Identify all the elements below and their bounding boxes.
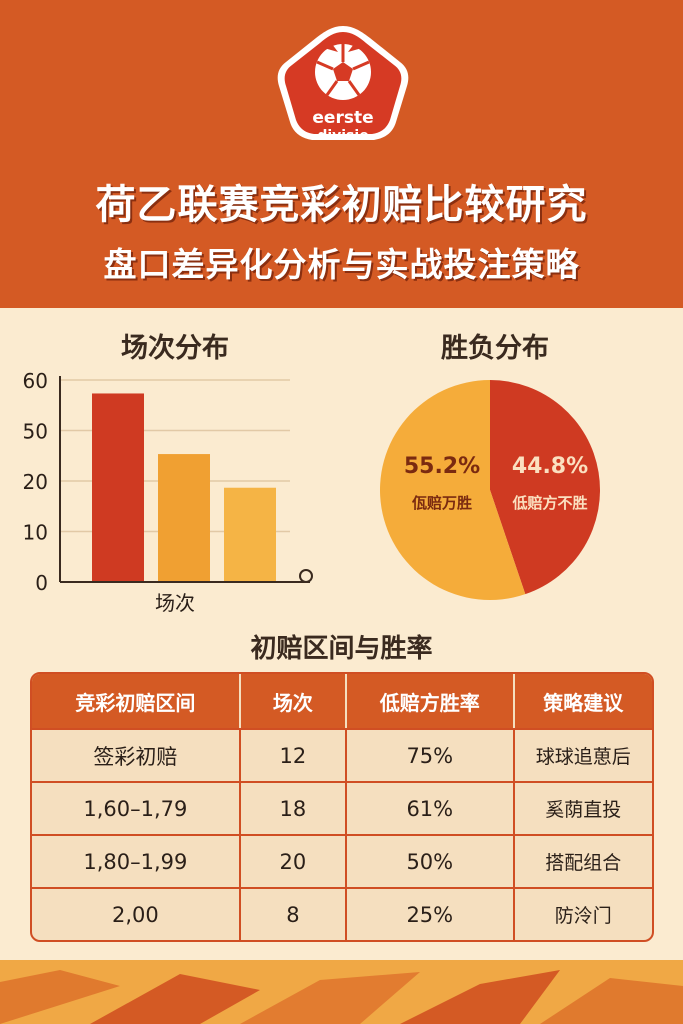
column-header: 场次 <box>240 674 348 728</box>
x-axis-label: 场次 <box>155 591 195 615</box>
eerste-divisie-logo <box>277 26 409 140</box>
table-cell: 25% <box>347 887 515 940</box>
logo-text-line2: divisie <box>317 128 369 144</box>
pie-slice-label-value-1: 55.2% <box>403 454 481 479</box>
column-header: 竞彩初赔区间 <box>32 674 241 728</box>
table-row: 1,60–1,79 18 61% 奚荫直投 <box>32 781 652 834</box>
table-cell: 50% <box>347 834 515 887</box>
table-cell: 1,60–1,79 <box>32 781 241 834</box>
y-tick-label: 50 <box>23 420 48 444</box>
table-cell: 签彩初赔 <box>32 728 241 781</box>
column-header: 低赔方胜率 <box>347 674 515 728</box>
table-title: 初赔区间与胜率 <box>250 634 433 664</box>
table-cell: 18 <box>240 781 348 834</box>
table-row: 签彩初赔 12 75% 球球追葸后 <box>32 728 652 781</box>
table-cell: 20 <box>240 834 348 887</box>
page-subtitle: 盘口差异化分析与实战投注策略 <box>103 245 580 284</box>
table-cell: 2,00 <box>32 887 241 940</box>
table-cell: 1,80–1,99 <box>32 834 241 887</box>
bar-chart: 0 10 20 50 60 场次 <box>23 369 313 615</box>
y-tick-label: 0 <box>35 571 48 595</box>
table-cell: 12 <box>240 728 348 781</box>
table-row: 2,00 8 25% 防泠门 <box>32 887 652 940</box>
y-tick-label: 60 <box>23 369 48 393</box>
table-cell: 61% <box>347 781 515 834</box>
pie-slice-label-value-0: 44.8% <box>511 454 589 479</box>
table-cell: 防泠门 <box>514 887 652 940</box>
table-cell: 球球追葸后 <box>514 728 652 781</box>
pie-chart <box>379 380 600 600</box>
table-cell: 75% <box>347 728 515 781</box>
footer-decoration <box>0 960 683 1024</box>
pie-slice <box>490 380 600 595</box>
table-cell: 8 <box>240 887 348 940</box>
header-banner: eerste divisie 荷乙联赛竞彩初赔比较研究 盘口差异化分析与实战投注… <box>0 0 683 308</box>
pie-slice-label-1: 佤赔万胜 <box>411 494 472 512</box>
y-tick-label: 20 <box>23 470 48 494</box>
pie-chart-title: 胜负分布 <box>441 333 549 364</box>
logo-text-line1: eerste <box>312 108 374 128</box>
table-header-row: 竞彩初赔区间 场次 低赔方胜率 策略建议 <box>32 674 652 728</box>
pie-slice <box>379 380 526 600</box>
axis-end-icon <box>299 569 313 583</box>
bar-chart-title: 场次分布 <box>121 333 229 364</box>
bar <box>92 393 144 582</box>
table-cell: 搭配组合 <box>514 834 652 887</box>
page-title: 荷乙联赛竞彩初赔比较研究 <box>95 182 588 228</box>
column-header: 策略建议 <box>514 674 652 728</box>
pie-slice-label-0: 低赔方不胜 <box>512 494 588 512</box>
bar <box>158 454 210 582</box>
table-cell: 奚荫直投 <box>514 781 652 834</box>
odds-table: 竞彩初赔区间 场次 低赔方胜率 策略建议 签彩初赔 12 75% 球球追葸后 1… <box>30 672 654 942</box>
y-tick-label: 10 <box>23 521 48 545</box>
bar <box>224 487 276 582</box>
table-row: 1,80–1,99 20 50% 搭配组合 <box>32 834 652 887</box>
